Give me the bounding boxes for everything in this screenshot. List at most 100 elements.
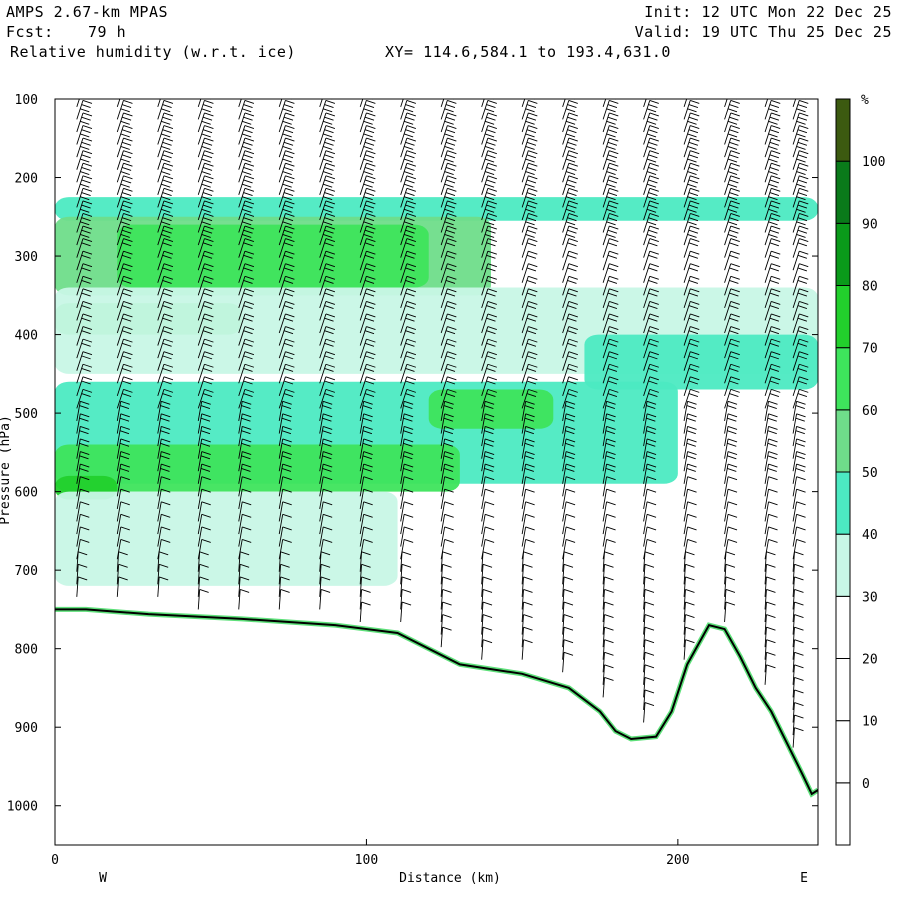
- barb-flag: [242, 208, 252, 213]
- barb-staff: [278, 276, 286, 296]
- wind-barb: [359, 476, 373, 497]
- barb-flag: [797, 217, 808, 222]
- barb-flag: [119, 417, 130, 422]
- barb-flag: [120, 513, 130, 518]
- wind-barb: [238, 225, 255, 246]
- barb-flag: [799, 275, 809, 280]
- barb-flag: [687, 183, 697, 188]
- wind-barb: [643, 413, 657, 434]
- barb-flag: [526, 292, 537, 297]
- barb-flag: [244, 363, 255, 368]
- wind-barb: [157, 388, 174, 409]
- barb-staff: [278, 251, 286, 271]
- barb-flag: [121, 166, 132, 171]
- barb-flag: [797, 141, 808, 146]
- wind-barb: [197, 338, 214, 359]
- wind-barb-column: [602, 99, 619, 698]
- barb-flag: [727, 417, 737, 422]
- barb-staff: [359, 251, 367, 271]
- barb-flag: [606, 476, 616, 481]
- wind-barb: [521, 187, 538, 208]
- wind-barb: [481, 488, 495, 509]
- barb-flag: [568, 388, 578, 393]
- barb-flag: [244, 187, 255, 192]
- wind-barb: [76, 150, 93, 170]
- barb-flag: [528, 250, 538, 255]
- barb-flag: [727, 158, 738, 163]
- barb-flag: [324, 116, 334, 121]
- barb-staff: [643, 225, 651, 246]
- barb-flag: [646, 146, 657, 150]
- barb-staff: [724, 539, 729, 560]
- wind-barb: [116, 300, 133, 321]
- barb-staff: [521, 627, 524, 648]
- barb-staff: [238, 464, 243, 484]
- barb-staff: [157, 251, 165, 271]
- barb-flag: [323, 400, 333, 405]
- humidity-band: [584, 334, 818, 390]
- barb-flag: [690, 326, 700, 330]
- wind-barb: [116, 213, 133, 233]
- barb-staff: [602, 589, 605, 610]
- barb-flag: [644, 551, 655, 556]
- barb-staff: [764, 301, 772, 321]
- barb-flag: [244, 137, 255, 142]
- barb-flag: [121, 267, 132, 272]
- wind-barb: [157, 363, 174, 384]
- barb-flag: [445, 192, 456, 196]
- wind-barb: [481, 614, 493, 635]
- barb-flag: [604, 651, 614, 656]
- barb-flag: [324, 242, 334, 247]
- barb-flag: [364, 166, 375, 171]
- barb-staff: [683, 251, 691, 271]
- barb-flag: [285, 363, 295, 368]
- wind-barb: [683, 288, 700, 309]
- barb-flag: [568, 326, 578, 330]
- barb-staff: [562, 276, 570, 296]
- barb-staff: [683, 539, 689, 560]
- wind-barb: [197, 438, 211, 459]
- barb-flag: [769, 179, 780, 184]
- barb-flag: [444, 438, 454, 443]
- barb-flag: [162, 166, 172, 171]
- wind-barb: [319, 501, 333, 522]
- barb-flag: [364, 242, 375, 247]
- barb-flag: [525, 221, 535, 226]
- wind-barb: [724, 300, 740, 321]
- wind-barb: [116, 526, 130, 547]
- barb-staff: [724, 276, 732, 296]
- barb-staff: [197, 288, 205, 309]
- barb-staff: [792, 213, 800, 233]
- barb-flag: [609, 300, 619, 305]
- wind-barb: [602, 576, 614, 597]
- barb-staff: [521, 225, 529, 246]
- barb-staff: [116, 112, 124, 133]
- barb-flag: [244, 150, 255, 155]
- barb-flag: [796, 400, 806, 405]
- barb-flag: [767, 442, 777, 447]
- barb-flag: [405, 166, 415, 171]
- wind-barb: [76, 137, 93, 158]
- barb-flag: [729, 380, 739, 385]
- barb-staff: [602, 614, 605, 635]
- barb-flag: [241, 442, 251, 447]
- barb-flag: [82, 162, 93, 167]
- barb-flag: [606, 120, 616, 125]
- barb-staff: [238, 313, 246, 334]
- barb-flag: [404, 233, 414, 238]
- barb-flag: [406, 388, 417, 393]
- wind-barb: [400, 99, 414, 107]
- barb-flag: [730, 388, 740, 393]
- barb-flag: [605, 405, 615, 410]
- barb-staff: [116, 413, 122, 434]
- barb-staff: [157, 514, 162, 535]
- barb-staff: [278, 150, 286, 170]
- barb-staff: [643, 589, 646, 610]
- wind-barb: [683, 425, 697, 447]
- barb-flag: [768, 133, 778, 138]
- barb-flag: [771, 338, 781, 343]
- barb-flag: [241, 405, 251, 410]
- barb-flag: [323, 413, 333, 418]
- barb-staff: [521, 564, 524, 585]
- barb-flag: [281, 405, 292, 410]
